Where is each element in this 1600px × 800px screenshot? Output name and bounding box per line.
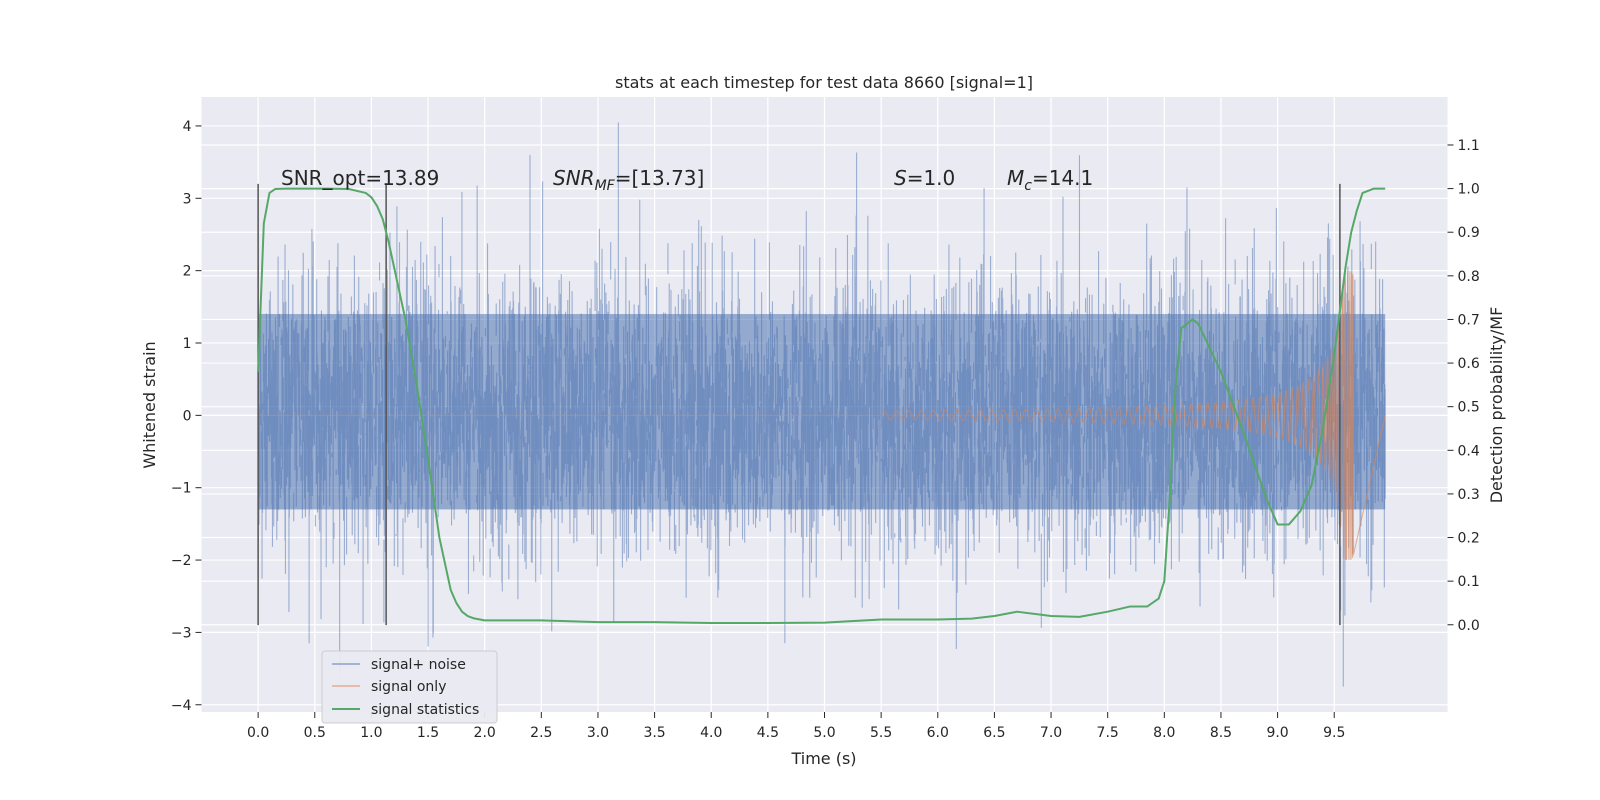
y-tick-label: 1 — [183, 336, 192, 352]
vertical-markers — [257, 183, 1341, 626]
x-tick-label: 3.0 — [587, 725, 609, 741]
x-tick-label: 7.0 — [1040, 725, 1062, 741]
x-axis-label: Time (s) — [790, 749, 856, 768]
chart-title: stats at each timestep for test data 866… — [615, 73, 1033, 92]
y-right-tick-label: 0.1 — [1458, 574, 1480, 590]
x-tick-label: 1.0 — [360, 725, 382, 741]
y-right-axis-label: Detection probability/MF — [1487, 307, 1506, 504]
y-tick-label: −1 — [171, 481, 192, 497]
x-tick-label: 1.5 — [417, 725, 439, 741]
y-right-tick-label: 0.9 — [1458, 225, 1480, 241]
legend-label-signal-noise: signal+ noise — [371, 657, 466, 673]
y-tick-label: −2 — [171, 553, 192, 569]
chirp-trace — [258, 270, 1386, 560]
x-tick-label: 9.0 — [1266, 725, 1288, 741]
x-tick-label: 8.0 — [1153, 725, 1175, 741]
y-tick-label: 4 — [183, 119, 192, 135]
stats-line — [257, 187, 1386, 625]
x-tick-label: 2.5 — [530, 725, 552, 741]
legend: signal+ noise signal only signal statist… — [321, 650, 498, 724]
y-tick-label: 2 — [183, 264, 192, 280]
x-tick-label: 9.5 — [1323, 725, 1345, 741]
y-right-tick-label: 0.2 — [1458, 531, 1480, 547]
y-right-tick-label: 0.6 — [1458, 356, 1480, 372]
y-right-tick-label: 0.3 — [1458, 487, 1480, 503]
legend-label-signal-only: signal only — [371, 679, 446, 695]
x-tick-label: 5.5 — [870, 725, 892, 741]
y-right-tick-label: 0.0 — [1458, 618, 1480, 634]
x-tick-label: 5.0 — [813, 725, 835, 741]
annotation-snr-opt: SNR_opt=13.89 — [281, 166, 439, 190]
legend-box — [321, 650, 498, 724]
x-tick-label: 2.0 — [474, 725, 496, 741]
annotation-mc: Mc=14.1 — [1007, 166, 1093, 194]
series-signal-only — [258, 270, 1386, 560]
y-tick-label: −4 — [171, 698, 192, 714]
y-tick-label: 3 — [183, 191, 192, 207]
x-tick-label: 3.5 — [643, 725, 665, 741]
y-right-tick-label: 1.1 — [1458, 138, 1480, 154]
annotation-snr-mf: SNRMF=[13.73] — [553, 166, 704, 194]
x-tick-label: 4.5 — [757, 725, 779, 741]
y-right-tick-label: 0.5 — [1458, 400, 1480, 416]
x-tick-label: 8.5 — [1210, 725, 1232, 741]
series-signal-statistics — [257, 187, 1386, 625]
x-tick-label: 6.5 — [983, 725, 1005, 741]
x-tick-label: 0.0 — [247, 725, 269, 741]
y-right-tick-label: 0.8 — [1458, 269, 1480, 285]
y-right-tick-label: 0.7 — [1458, 312, 1480, 328]
axis-ticks: 0.0 0.5 1.0 1.5 2.0 2.5 3.0 3.5 4.0 4.5 5.0 5.5 6.0 6… — [171, 119, 1480, 741]
x-tick-label: 4.0 — [700, 725, 722, 741]
x-tick-label: 0.5 — [304, 725, 326, 741]
x-tick-label: 7.5 — [1097, 725, 1119, 741]
y-right-tick-label: 0.4 — [1458, 443, 1480, 459]
y-tick-label: 0 — [183, 408, 192, 424]
x-tick-label: 6.0 — [927, 725, 949, 741]
y-axis-label: Whitened strain — [140, 341, 159, 468]
y-right-tick-label: 1.0 — [1458, 182, 1480, 198]
y-tick-label: −3 — [171, 625, 192, 641]
annotation-s: S=1.0 — [894, 166, 955, 190]
legend-label-signal-statistics: signal statistics — [371, 702, 479, 718]
